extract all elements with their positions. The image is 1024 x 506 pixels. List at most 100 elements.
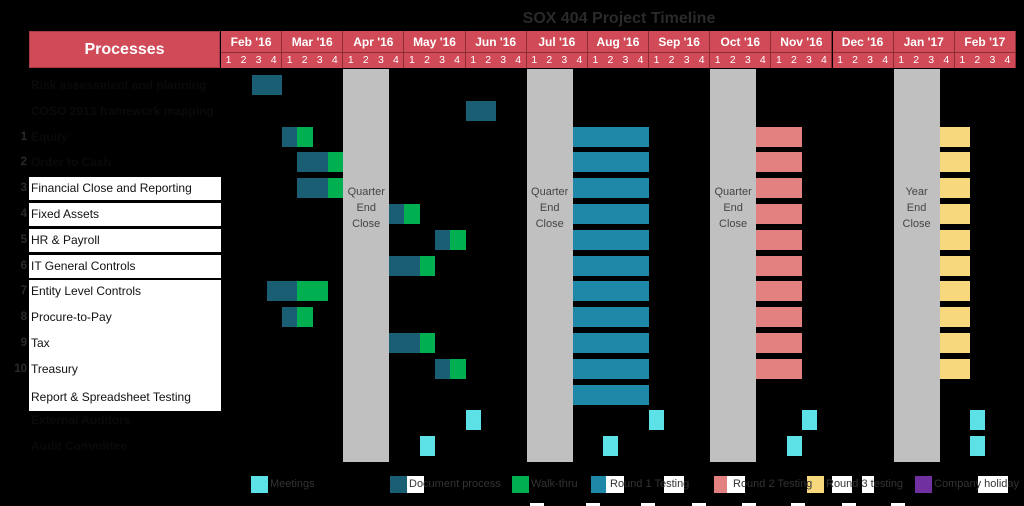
task-bar-round2 (756, 178, 802, 199)
task-bar-meetings (801, 410, 818, 431)
legend-highlight (407, 476, 424, 493)
task-bar-document (282, 126, 298, 147)
row-number: 8 (20, 311, 27, 324)
week-label: 4 (759, 54, 766, 66)
week-label: 2 (790, 54, 797, 66)
week-label: 2 (852, 54, 858, 66)
legend-swatch-walkthru (512, 476, 529, 493)
legend-swatch-meetings (251, 476, 268, 493)
week-label: 1 (898, 54, 905, 66)
week-label: 4 (454, 54, 460, 66)
task-bar-meetings (649, 410, 665, 431)
close-label-line: Year (905, 186, 928, 198)
month-column: Mar '16 1 2 3 4 (282, 31, 344, 68)
legend-highlight (727, 476, 745, 493)
week-label: 3 (561, 54, 568, 66)
week-label: 4 (698, 54, 705, 66)
legend-label: Meetings (270, 478, 315, 490)
task-bar-round2 (756, 358, 802, 379)
process-label: COSO 2013 framework mapping (31, 103, 214, 118)
legend-swatch-round2 (714, 476, 731, 493)
task-bar-meetings (786, 436, 802, 457)
task-bar-round2 (756, 204, 802, 224)
bottom-tick (791, 503, 805, 506)
process-label: Report & Spreadsheet Testing (31, 389, 191, 404)
process-label: Audit Committee (31, 439, 127, 454)
task-bar-round1 (572, 229, 650, 250)
month-column: Jul '16 1 2 3 4 (526, 31, 588, 68)
week-label: 1 (470, 54, 477, 66)
bottom-tick (586, 503, 600, 506)
task-bar-document (297, 152, 328, 173)
month-label: Sep '16 (649, 31, 710, 53)
week-label: 1 (653, 54, 660, 66)
week-label: 4 (392, 54, 399, 66)
close-label-line: End (723, 202, 743, 214)
task-bar-round1 (572, 307, 650, 328)
task-bar-document (282, 307, 298, 328)
task-bar-walkthru (328, 152, 344, 173)
bottom-tick (842, 503, 856, 506)
close-period-label: Year End Close (894, 184, 940, 232)
close-period-label: Quarter End Close (527, 184, 573, 232)
week-label: 3 (989, 54, 996, 66)
task-bar-document (435, 358, 451, 379)
week-label: 3 (255, 54, 262, 66)
month-column: Feb '17 1 2 3 4 (954, 31, 1016, 68)
legend-swatch-holiday (915, 476, 932, 493)
week-label: 4 (576, 54, 583, 66)
week-label: 2 (485, 54, 492, 66)
task-bar-meetings (603, 436, 619, 457)
task-bar-round1 (572, 358, 650, 379)
process-label: HR & Payroll (31, 232, 100, 247)
task-bar-round1 (572, 126, 650, 147)
month-column: Dec '16 1 2 3 4 (832, 31, 894, 68)
month-header: Feb '16 1 2 3 4 Mar '16 1 2 3 4 Apr '16 1 2 3 4 May '16… (221, 31, 1016, 68)
task-bar-round1 (572, 281, 650, 302)
process-label: Treasury (31, 361, 78, 376)
week-label: 2 (240, 54, 247, 66)
legend-label: Walk-thru (531, 478, 578, 490)
week-label: 4 (943, 54, 950, 66)
month-label: May '16 (404, 31, 465, 53)
bottom-tick (742, 503, 756, 506)
month-label: Nov '16 (771, 31, 832, 53)
month-label: Dec '16 (832, 31, 893, 53)
close-period-column: Quarter End Close (343, 69, 390, 462)
task-bar-round1 (572, 178, 650, 199)
week-label: 3 (500, 54, 507, 66)
week-label: 2 (607, 54, 614, 66)
task-bar-round1 (572, 333, 650, 353)
week-label: 2 (913, 54, 920, 66)
week-label: 2 (301, 54, 308, 66)
week-label: 2 (546, 54, 553, 66)
bottom-tick (530, 503, 544, 506)
task-bar-document (251, 75, 283, 95)
label-box-group (29, 280, 221, 411)
week-label: 2 (362, 54, 369, 66)
month-column: Feb '16 1 2 3 4 (221, 31, 283, 68)
task-bar-meetings (970, 436, 986, 457)
month-label: Jan '17 (893, 31, 954, 53)
row-number: 5 (20, 233, 27, 246)
week-label: 4 (331, 54, 338, 66)
task-bar-round1 (572, 255, 650, 276)
legend-highlight (862, 476, 874, 493)
close-period-column: Quarter End Close (526, 69, 573, 462)
legend-swatch-round3 (807, 476, 824, 493)
week-label: 2 (668, 54, 675, 66)
legend-label: Document process (409, 478, 501, 490)
close-label-line: Close (719, 218, 748, 230)
task-bar-round3 (939, 358, 971, 379)
week-label: 1 (409, 54, 415, 66)
process-label: Risk assessment and planning (31, 78, 207, 92)
task-bar-round3 (939, 126, 971, 147)
close-label-line: Quarter (531, 186, 569, 198)
legend-highlight (978, 476, 1008, 493)
month-column: Nov '16 1 2 3 4 (771, 31, 833, 68)
process-label: Entity Level Controls (31, 284, 142, 299)
